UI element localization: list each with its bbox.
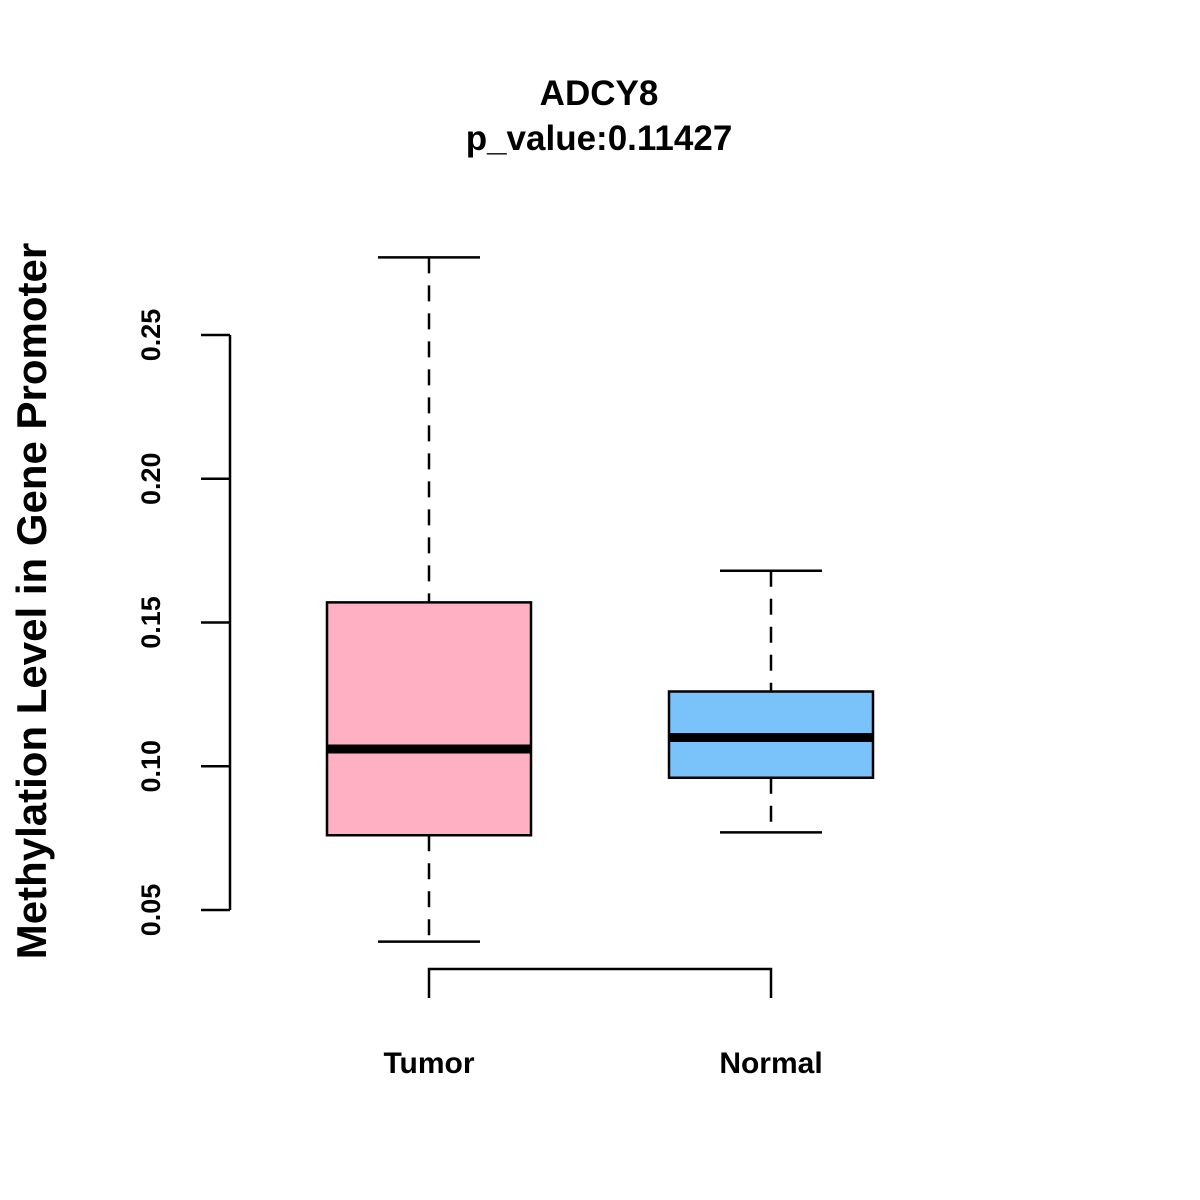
comparison-bracket [427, 967, 773, 998]
x-category-label: Tumor [383, 1047, 474, 1080]
y-axis-label: Methylation Level in Gene Promoter [8, 243, 55, 959]
chart-subtitle: p_value:0.11427 [466, 119, 733, 158]
y-tick-label: 0.15 [136, 596, 166, 649]
y-tick-label: 0.25 [136, 309, 166, 362]
iqr-box [325, 601, 533, 837]
box-series [325, 256, 875, 943]
x-axis-labels: Tumor Normal [383, 1047, 822, 1080]
y-tick-label: 0.20 [136, 452, 166, 505]
y-tick-label: 0.10 [136, 740, 166, 793]
y-tick-label: 0.05 [136, 884, 166, 937]
box-normal [667, 569, 875, 834]
chart-title: ADCY8 [540, 74, 659, 113]
y-axis: 0.05 0.10 0.15 0.20 0.25 [136, 309, 232, 937]
bracket-line [427, 967, 773, 998]
x-category-label: Normal [719, 1047, 822, 1080]
box-tumor [325, 256, 533, 943]
